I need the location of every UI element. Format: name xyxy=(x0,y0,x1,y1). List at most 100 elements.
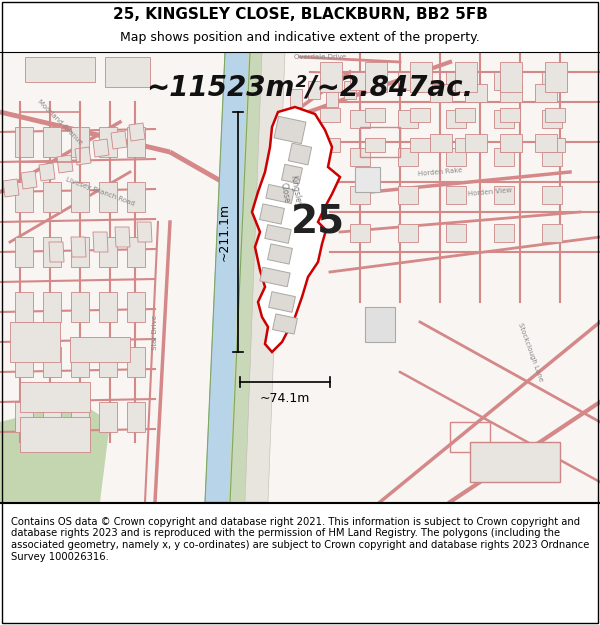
Polygon shape xyxy=(500,84,522,102)
Polygon shape xyxy=(355,167,380,192)
Polygon shape xyxy=(455,138,475,152)
Polygon shape xyxy=(494,72,514,90)
Polygon shape xyxy=(398,186,418,204)
Polygon shape xyxy=(446,186,466,204)
Polygon shape xyxy=(21,171,37,189)
Polygon shape xyxy=(494,186,514,204)
Polygon shape xyxy=(105,57,150,87)
Polygon shape xyxy=(446,224,466,242)
Polygon shape xyxy=(75,147,91,165)
Polygon shape xyxy=(115,227,130,247)
Polygon shape xyxy=(398,224,418,242)
Polygon shape xyxy=(545,138,565,152)
Polygon shape xyxy=(127,292,145,322)
Polygon shape xyxy=(494,148,514,166)
Text: 25, KINGSLEY CLOSE, BLACKBURN, BB2 5FB: 25, KINGSLEY CLOSE, BLACKBURN, BB2 5FB xyxy=(113,6,487,21)
Polygon shape xyxy=(127,237,145,267)
Polygon shape xyxy=(545,78,565,92)
Polygon shape xyxy=(500,78,520,92)
Polygon shape xyxy=(49,242,64,262)
Polygon shape xyxy=(71,292,89,322)
Polygon shape xyxy=(265,224,291,243)
Polygon shape xyxy=(111,131,127,149)
Polygon shape xyxy=(0,402,110,502)
Text: Contains OS data © Crown copyright and database right 2021. This information is : Contains OS data © Crown copyright and d… xyxy=(11,517,589,561)
Polygon shape xyxy=(127,347,145,377)
Polygon shape xyxy=(43,127,61,157)
Polygon shape xyxy=(71,182,89,212)
Polygon shape xyxy=(245,52,285,502)
Polygon shape xyxy=(542,148,562,166)
Polygon shape xyxy=(71,237,86,257)
Polygon shape xyxy=(410,78,430,92)
Polygon shape xyxy=(20,417,90,452)
Polygon shape xyxy=(281,164,302,184)
Polygon shape xyxy=(410,108,430,122)
Text: ~11523m²/~2.847ac.: ~11523m²/~2.847ac. xyxy=(146,73,473,101)
Polygon shape xyxy=(410,138,430,152)
Polygon shape xyxy=(266,184,294,204)
Polygon shape xyxy=(430,134,452,152)
Polygon shape xyxy=(308,81,320,99)
Polygon shape xyxy=(320,78,340,92)
Polygon shape xyxy=(500,134,522,152)
Polygon shape xyxy=(71,237,89,267)
Polygon shape xyxy=(43,402,61,432)
Polygon shape xyxy=(326,89,338,107)
Polygon shape xyxy=(465,134,487,152)
Polygon shape xyxy=(99,292,117,322)
Polygon shape xyxy=(470,442,560,482)
Polygon shape xyxy=(344,81,356,99)
Polygon shape xyxy=(15,347,33,377)
Polygon shape xyxy=(99,182,117,212)
Polygon shape xyxy=(268,244,292,264)
Polygon shape xyxy=(542,186,562,204)
Polygon shape xyxy=(290,89,302,107)
Polygon shape xyxy=(545,62,567,92)
Polygon shape xyxy=(39,163,55,181)
Polygon shape xyxy=(274,116,306,144)
Polygon shape xyxy=(71,127,89,157)
Polygon shape xyxy=(535,84,557,102)
Polygon shape xyxy=(446,72,466,90)
Polygon shape xyxy=(252,107,340,352)
Polygon shape xyxy=(500,62,522,92)
Polygon shape xyxy=(545,108,565,122)
Polygon shape xyxy=(455,78,475,92)
Polygon shape xyxy=(446,148,466,166)
Polygon shape xyxy=(127,127,145,157)
Polygon shape xyxy=(365,307,395,342)
Polygon shape xyxy=(99,237,117,267)
Polygon shape xyxy=(137,222,152,242)
Polygon shape xyxy=(365,78,385,92)
Polygon shape xyxy=(398,148,418,166)
Polygon shape xyxy=(15,292,33,322)
Polygon shape xyxy=(398,72,418,90)
Polygon shape xyxy=(260,268,290,287)
Polygon shape xyxy=(20,382,90,412)
Polygon shape xyxy=(205,52,250,502)
Polygon shape xyxy=(542,72,562,90)
Text: Horden Rake: Horden Rake xyxy=(418,167,463,177)
Polygon shape xyxy=(398,110,418,128)
Polygon shape xyxy=(542,224,562,242)
Polygon shape xyxy=(350,186,370,204)
Polygon shape xyxy=(127,402,145,432)
Text: Horden View: Horden View xyxy=(467,187,512,197)
Polygon shape xyxy=(365,62,387,92)
Polygon shape xyxy=(410,62,432,92)
Polygon shape xyxy=(455,108,475,122)
Text: Map shows position and indicative extent of the property.: Map shows position and indicative extent… xyxy=(120,31,480,44)
Polygon shape xyxy=(15,182,33,212)
Polygon shape xyxy=(260,204,284,224)
Polygon shape xyxy=(465,84,487,102)
Polygon shape xyxy=(430,84,452,102)
Polygon shape xyxy=(99,127,117,157)
Text: Star Drive: Star Drive xyxy=(152,314,158,349)
Polygon shape xyxy=(446,110,466,128)
Polygon shape xyxy=(99,402,117,432)
Polygon shape xyxy=(70,337,130,362)
Polygon shape xyxy=(350,72,370,90)
Polygon shape xyxy=(71,402,89,432)
Text: Overdale Drive: Overdale Drive xyxy=(294,54,346,60)
